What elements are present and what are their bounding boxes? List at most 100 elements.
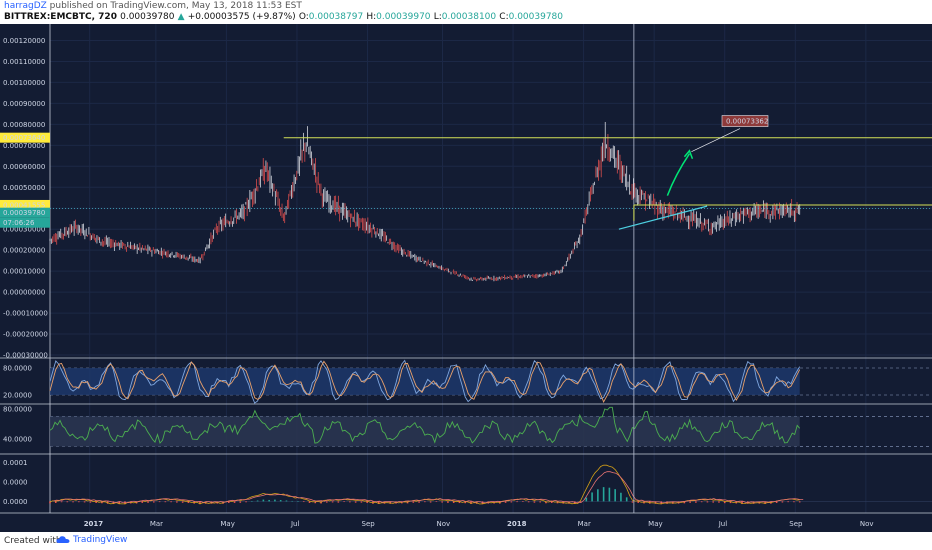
macd-histogram-bar <box>227 501 230 503</box>
macd-histogram-bar <box>187 501 190 504</box>
stoch-band <box>50 368 800 395</box>
x-tick-label: 2017 <box>84 520 104 528</box>
macd-histogram-bar <box>83 501 86 503</box>
macd-histogram-bar <box>631 501 634 503</box>
pane-backgrounds <box>0 24 932 514</box>
macd-histogram-bar <box>297 501 299 502</box>
x-tick-label: Mar <box>150 520 163 528</box>
x-tick-label: May <box>220 520 234 528</box>
macd-histogram-bar <box>798 501 801 503</box>
macd-tick-high: 0.0001 <box>3 459 28 467</box>
target-label-box <box>721 115 769 127</box>
macd-histogram-bar <box>470 501 472 504</box>
tradingview-cloud-icon <box>56 536 70 543</box>
macd-histogram-bar <box>700 501 703 503</box>
macd-histogram-bar <box>706 501 709 503</box>
macd-histogram-bar <box>72 501 74 503</box>
y-axis: 0.00120000 0.00110000 0.00100000 0.00090000… <box>0 37 50 506</box>
macd-histogram-bar <box>550 501 553 503</box>
macd-histogram-bar <box>418 501 420 503</box>
macd-histogram-bar <box>314 501 317 504</box>
macd-histogram-bar <box>672 501 674 504</box>
macd-histogram-bar <box>274 499 276 502</box>
last-price-label-box <box>0 207 50 218</box>
y-tick-label: 0.00050000 <box>3 184 45 192</box>
countdown-label-box <box>0 217 50 228</box>
created-with-label: Created with <box>4 536 62 546</box>
author-link[interactable]: harragDZ <box>4 1 47 11</box>
macd-histogram-bar <box>66 501 69 503</box>
up-triangle-icon: ▲ <box>177 12 185 22</box>
macd-histogram-bar <box>787 501 789 503</box>
macd-histogram-bar <box>591 492 593 502</box>
macd-histogram-bar <box>360 501 363 503</box>
last-price-label: 0.00039780 <box>3 209 45 217</box>
macd-histogram-bar <box>533 501 536 503</box>
macd-histogram-bar <box>326 501 328 503</box>
macd-histogram-bar <box>331 501 334 503</box>
macd-histogram-bar <box>89 501 92 503</box>
macd-histogram-bar <box>54 501 57 503</box>
macd-histogram-bar <box>118 501 121 505</box>
macd-histogram-bar <box>199 501 201 505</box>
y-tick-label: 0.00070000 <box>3 142 45 150</box>
stoch-k-line <box>49 359 801 404</box>
low-value: 0.00038100 <box>441 12 497 22</box>
macd-histogram-bar <box>170 501 172 503</box>
macd-histogram-bar <box>343 501 345 503</box>
rsi-band <box>50 416 800 447</box>
macd-histogram-bar <box>775 501 778 503</box>
macd-histogram-bar <box>429 501 432 503</box>
y-tick-label: 0.00100000 <box>3 79 45 87</box>
macd-histogram-bar <box>625 497 628 502</box>
chart-svg[interactable]: 0.00073362 0.00120000 0.00110000 0.0010000… <box>0 24 932 532</box>
level-label-upper-box <box>0 132 50 143</box>
macd-histogram-bar <box>695 501 697 503</box>
y-tick-label: -0.00030000 <box>3 352 48 360</box>
macd-histogram-bar <box>435 501 438 502</box>
macd-histogram-bar <box>262 499 265 502</box>
publish-line: harragDZ published on TradingView.com, M… <box>4 1 302 11</box>
macd-histogram-bar <box>147 501 149 503</box>
open-value: 0.00038797 <box>308 12 364 22</box>
x-tick-label: Jul <box>290 520 300 528</box>
macd-histogram-bar <box>308 501 311 503</box>
x-tick-label: Nov <box>436 520 450 528</box>
macd-histogram-bar <box>256 500 259 502</box>
macd-histogram-bar <box>164 501 167 503</box>
rsi-tick-80: 80.0000 <box>3 405 32 413</box>
macd-histogram-bar <box>723 501 726 504</box>
macd-line <box>49 464 800 505</box>
target-label: 0.00073362 <box>726 118 768 126</box>
macd-histogram-bar <box>424 501 426 503</box>
macd-histogram-bar <box>447 501 449 503</box>
macd-histogram-bar <box>781 501 784 503</box>
close-label: C: <box>499 12 509 22</box>
macd-histogram-bar <box>141 501 144 503</box>
published-text: published on TradingView.com, May 13, 20… <box>49 1 302 11</box>
macd-histogram-bar <box>458 501 461 504</box>
open-label: O: <box>298 12 309 22</box>
chart-area[interactable]: 0.00073362 0.00120000 0.00110000 0.0010000… <box>0 24 932 532</box>
macd-histogram-bar <box>349 501 351 503</box>
projection-arrow <box>666 153 691 196</box>
macd-histogram-bar <box>60 501 63 503</box>
macd-histogram-bar <box>712 501 714 503</box>
macd-histogram-bar <box>597 489 599 502</box>
macd-histogram-bar <box>556 501 559 504</box>
stoch-d-line <box>49 360 801 403</box>
macd-tick-mid: 0.0000 <box>3 479 28 487</box>
macd-histogram-bar <box>354 501 357 503</box>
macd-histogram-bar <box>176 501 178 503</box>
level-label-lower-box <box>0 199 50 210</box>
macd-histogram-bar <box>504 501 507 503</box>
macd-histogram-bar <box>660 501 663 505</box>
macd-histogram-bar <box>245 501 247 503</box>
macd-histogram-bar <box>268 499 270 502</box>
tradingview-brand[interactable]: TradingView <box>73 535 128 545</box>
y-tick-label: -0.00010000 <box>3 310 48 318</box>
high-value: 0.00039970 <box>376 12 431 22</box>
macd-histogram-bar <box>181 501 184 503</box>
macd-histogram-bar <box>689 501 691 503</box>
macd-histogram-bar <box>545 501 547 504</box>
